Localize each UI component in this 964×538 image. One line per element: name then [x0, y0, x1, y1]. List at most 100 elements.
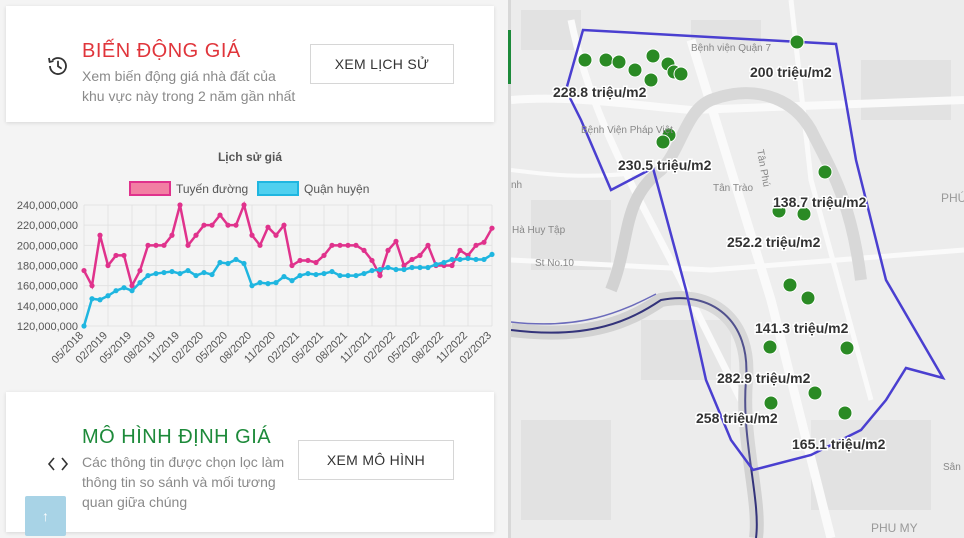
chart-point-1[interactable]: [225, 260, 231, 267]
chart-point-1[interactable]: [145, 272, 151, 279]
chart-point-1[interactable]: [353, 272, 359, 279]
price-label[interactable]: 138.7 triệu/m2: [772, 193, 869, 212]
chart-point-1[interactable]: [217, 259, 223, 266]
back-to-top-button[interactable]: ↑: [25, 496, 66, 536]
chart-point-0[interactable]: [409, 256, 415, 263]
chart-point-1[interactable]: [169, 268, 175, 275]
chart-point-0[interactable]: [377, 272, 383, 279]
chart-point-1[interactable]: [369, 267, 375, 274]
price-label[interactable]: 282.9 triệu/m2: [716, 369, 813, 388]
chart-point-0[interactable]: [305, 257, 311, 264]
chart-point-0[interactable]: [137, 267, 143, 274]
chart-point-1[interactable]: [441, 259, 447, 266]
chart-point-1[interactable]: [137, 280, 143, 286]
chart-point-0[interactable]: [265, 224, 271, 230]
chart-point-0[interactable]: [257, 242, 263, 248]
chart-point-1[interactable]: [337, 272, 343, 279]
chart-point-1[interactable]: [89, 296, 95, 302]
chart-point-0[interactable]: [345, 242, 351, 248]
chart-point-1[interactable]: [121, 285, 127, 291]
price-marker[interactable]: [611, 54, 627, 70]
price-marker[interactable]: [837, 405, 853, 421]
price-marker[interactable]: [645, 48, 661, 64]
price-marker[interactable]: [807, 385, 823, 401]
chart-point-0[interactable]: [145, 242, 151, 248]
chart-point-1[interactable]: [193, 272, 199, 279]
price-marker[interactable]: [796, 206, 812, 222]
chart-point-1[interactable]: [345, 272, 351, 279]
price-marker[interactable]: [598, 52, 614, 68]
panel-toggle-tab[interactable]: [508, 30, 512, 84]
chart-point-0[interactable]: [401, 262, 407, 269]
chart-point-1[interactable]: [241, 260, 247, 267]
price-marker[interactable]: [771, 203, 787, 219]
chart-point-0[interactable]: [121, 252, 127, 259]
chart-point-1[interactable]: [105, 293, 111, 299]
chart-point-0[interactable]: [185, 242, 191, 248]
chart-point-1[interactable]: [297, 272, 303, 279]
price-marker[interactable]: [763, 395, 779, 411]
chart-point-0[interactable]: [201, 222, 207, 228]
chart-point-1[interactable]: [305, 270, 311, 277]
chart-point-0[interactable]: [281, 222, 287, 228]
chart-point-1[interactable]: [473, 256, 479, 263]
price-marker[interactable]: [643, 72, 659, 88]
chart-point-1[interactable]: [257, 280, 263, 286]
map-svg[interactable]: Bệnh viện Quận 7 Bệnh Viện Pháp Việt Tân…: [511, 0, 964, 538]
chart-point-0[interactable]: [313, 259, 319, 266]
price-label[interactable]: 141.3 triệu/m2: [754, 319, 851, 338]
chart-point-0[interactable]: [169, 232, 175, 238]
chart-point-0[interactable]: [337, 242, 343, 248]
chart-point-0[interactable]: [353, 242, 359, 248]
chart-point-0[interactable]: [489, 225, 495, 231]
chart-point-0[interactable]: [297, 257, 303, 264]
price-marker[interactable]: [673, 66, 689, 82]
chart-point-0[interactable]: [249, 232, 255, 238]
chart-point-1[interactable]: [313, 271, 319, 278]
chart-point-0[interactable]: [129, 283, 135, 289]
chart-point-0[interactable]: [225, 222, 231, 228]
chart-point-0[interactable]: [369, 257, 375, 264]
chart-point-0[interactable]: [81, 267, 87, 274]
legend-label-road[interactable]: Tuyến đường: [176, 182, 248, 196]
chart-point-0[interactable]: [217, 212, 223, 218]
chart-point-1[interactable]: [129, 288, 135, 294]
chart-point-0[interactable]: [457, 247, 463, 253]
chart-point-1[interactable]: [209, 271, 215, 278]
chart-point-0[interactable]: [89, 283, 95, 289]
price-label[interactable]: 252.2 triệu/m2: [726, 233, 823, 252]
chart-point-0[interactable]: [417, 252, 423, 259]
chart-point-1[interactable]: [201, 269, 207, 276]
chart-point-1[interactable]: [433, 261, 439, 268]
chart-point-0[interactable]: [233, 222, 239, 228]
chart-point-1[interactable]: [281, 273, 287, 280]
chart-point-0[interactable]: [481, 239, 487, 245]
chart-point-1[interactable]: [393, 266, 399, 273]
chart-point-1[interactable]: [161, 269, 167, 276]
chart-point-0[interactable]: [449, 262, 455, 269]
chart-point-0[interactable]: [97, 232, 103, 238]
chart-point-0[interactable]: [385, 247, 391, 253]
chart-point-0[interactable]: [177, 202, 183, 208]
chart-point-1[interactable]: [249, 283, 255, 289]
price-label[interactable]: 200 triệu/m2: [749, 63, 834, 82]
price-marker[interactable]: [782, 277, 798, 293]
chart-point-0[interactable]: [473, 242, 479, 248]
price-marker[interactable]: [817, 164, 833, 180]
panel-divider[interactable]: [508, 0, 511, 538]
price-label[interactable]: 230.5 triệu/m2: [617, 156, 714, 175]
chart-point-1[interactable]: [81, 323, 87, 329]
price-marker[interactable]: [800, 290, 816, 306]
price-label[interactable]: 228.8 triệu/m2: [552, 83, 649, 102]
chart-point-0[interactable]: [273, 232, 279, 238]
chart-point-0[interactable]: [161, 242, 167, 248]
price-marker[interactable]: [762, 339, 778, 355]
chart-point-0[interactable]: [209, 222, 215, 228]
chart-point-0[interactable]: [393, 238, 399, 244]
chart-point-1[interactable]: [153, 270, 159, 277]
chart-point-1[interactable]: [265, 281, 271, 287]
legend-swatch-district[interactable]: [257, 181, 299, 196]
price-label[interactable]: 258 triệu/m2: [695, 409, 780, 428]
chart-point-1[interactable]: [385, 264, 391, 271]
price-marker[interactable]: [789, 34, 805, 50]
